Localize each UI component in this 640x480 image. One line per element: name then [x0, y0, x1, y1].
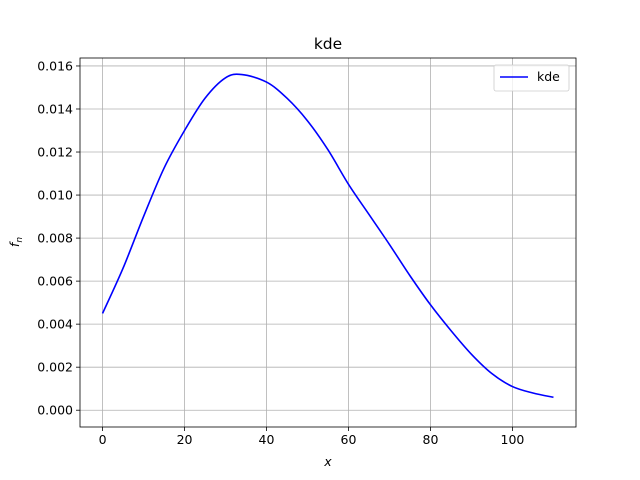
y-tick-label: 0.008: [37, 231, 73, 246]
data-lines: [101, 73, 554, 399]
legend: kde: [493, 64, 570, 92]
series-line-kde: [101, 73, 554, 399]
y-tick-label: 0.014: [37, 101, 73, 116]
y-tick-label: 0.012: [37, 145, 73, 160]
axis-ticks: 0 20 40 60 80 100 0.000 0.002 0.004 0.006 0.008 0.0…: [37, 58, 524, 447]
y-axis-label-subscript: n: [15, 237, 25, 243]
y-tick-label: 0.000: [37, 403, 73, 418]
x-tick-label: 100: [501, 432, 525, 447]
y-tick-label: 0.004: [37, 317, 73, 332]
y-tick-label: 0.002: [37, 360, 73, 375]
x-tick-label: 20: [177, 432, 193, 447]
x-tick-label: 80: [423, 432, 439, 447]
y-tick-label: 0.006: [37, 274, 73, 289]
y-axis-label-main: f: [7, 241, 22, 247]
x-tick-label: 40: [259, 432, 275, 447]
legend-label-kde: kde: [537, 69, 560, 84]
plot-frame: [79, 57, 577, 428]
x-tick-label: 0: [99, 432, 107, 447]
grid: [80, 58, 576, 427]
y-tick-label: 0.016: [37, 58, 73, 73]
chart-title: kde: [314, 35, 342, 53]
x-tick-label: 60: [341, 432, 357, 447]
x-axis-label: x: [323, 454, 332, 469]
y-axis-label: fn: [7, 237, 25, 247]
legend-box: [493, 64, 570, 92]
y-tick-label: 0.010: [37, 188, 73, 203]
